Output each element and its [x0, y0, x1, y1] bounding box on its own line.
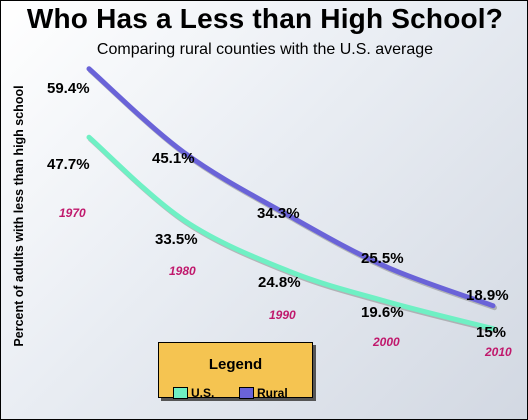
legend-label-us: U.S.: [191, 386, 215, 400]
data-label-us: 19.6%: [361, 304, 404, 321]
chart-subtitle: Comparing rural counties with the U.S. a…: [96, 41, 434, 58]
series-line-shadow-us: [88, 136, 497, 334]
data-label-us: 33.5%: [155, 231, 198, 248]
legend-swatch-us: [173, 387, 188, 399]
legend-title: Legend: [208, 356, 263, 373]
series-line-rural: [86, 66, 496, 309]
legend-item-us: U.S.: [173, 386, 215, 400]
x-tick-label: 2010: [484, 345, 512, 359]
data-label-rural: 25.5%: [361, 250, 404, 267]
legend-item-rural: Rural: [239, 386, 288, 400]
data-label-rural: 34.3%: [257, 205, 300, 222]
data-label-us: 24.8%: [258, 274, 301, 291]
series-line-us: [86, 134, 496, 332]
x-tick-label: 1970: [59, 206, 86, 220]
chart-title: Who Has a Less than High School?: [26, 3, 504, 34]
data-label-rural: 59.4%: [47, 80, 90, 97]
x-tick-label: 1980: [169, 264, 196, 278]
data-label-rural: 45.1%: [152, 150, 195, 167]
legend-swatch-rural: [239, 387, 254, 399]
x-tick-label: 2000: [372, 335, 400, 349]
data-label-us: 15%: [476, 324, 506, 341]
legend: Legend U.S. Rural: [158, 342, 313, 400]
data-label-rural: 18.9%: [466, 287, 509, 304]
legend-label-rural: Rural: [257, 386, 288, 400]
data-label-us: 47.7%: [47, 156, 90, 173]
x-tick-label: 1990: [269, 308, 296, 322]
